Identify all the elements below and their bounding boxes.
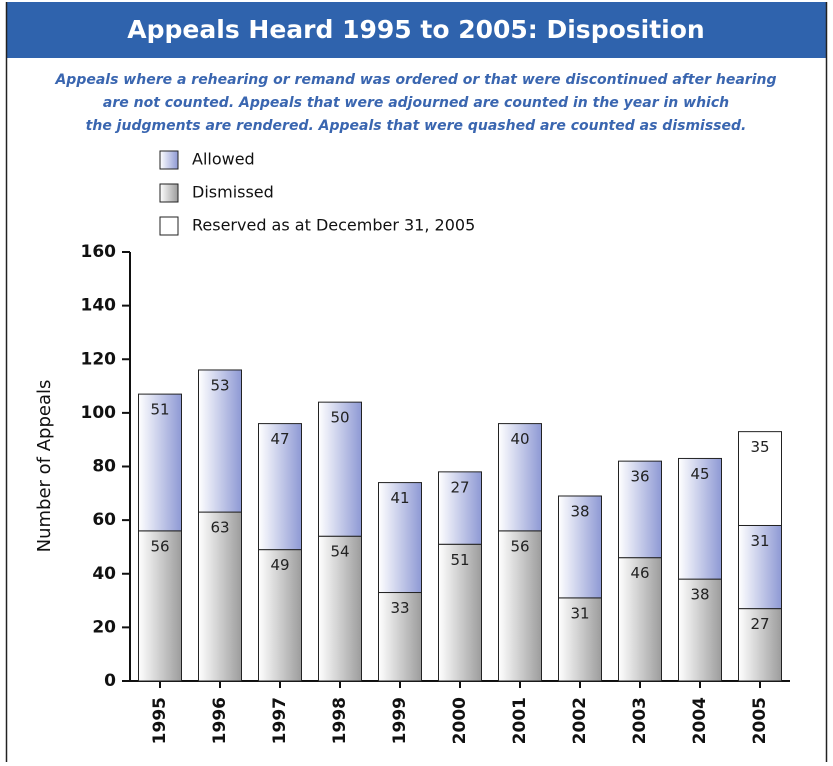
y-tick-label: 0 [104, 671, 116, 691]
value-label: 38 [690, 586, 709, 604]
x-tick-label: 1995 [150, 697, 170, 744]
value-label: 51 [150, 401, 169, 419]
value-label: 51 [450, 551, 469, 569]
value-label: 47 [270, 430, 289, 448]
bar-segment [198, 369, 242, 513]
subtitle: the judgments are rendered. Appeals that… [86, 118, 747, 134]
legend-label: Dismissed [192, 183, 274, 202]
y-tick-label: 60 [92, 510, 116, 530]
bar-segment [618, 460, 662, 559]
value-label: 56 [150, 537, 169, 555]
bar-segment [438, 543, 482, 682]
subtitle: Appeals where a rehearing or remand was … [54, 72, 776, 88]
bar-segment [678, 578, 722, 682]
value-label: 31 [750, 532, 769, 550]
bar-segment [678, 457, 722, 580]
x-tick-label: 2001 [510, 697, 530, 744]
value-label: 40 [510, 430, 529, 448]
bar-segment [378, 482, 422, 594]
legend-label: Allowed [192, 150, 255, 169]
x-tick-label: 1997 [270, 697, 290, 744]
value-label: 27 [450, 478, 469, 496]
title-banner [6, 2, 827, 58]
value-label: 56 [510, 537, 529, 555]
bar-segment [738, 524, 782, 610]
x-tick-label: 2005 [750, 697, 770, 744]
y-tick-label: 120 [81, 349, 117, 369]
bar-segment [438, 471, 482, 545]
subtitle: are not counted. Appeals that were adjou… [103, 95, 729, 111]
bar-segment [498, 423, 542, 532]
value-label: 63 [210, 519, 229, 537]
value-label: 54 [330, 543, 349, 561]
y-tick-label: 160 [81, 242, 117, 262]
bar-segment [618, 557, 662, 682]
x-tick-label: 2000 [450, 697, 470, 744]
value-label: 49 [270, 556, 289, 574]
value-label: 35 [750, 438, 769, 456]
legend-swatch [159, 216, 179, 236]
x-tick-label: 1996 [210, 697, 230, 744]
bar-segment [738, 608, 782, 682]
y-tick-label: 100 [81, 403, 117, 423]
x-tick-label: 1998 [330, 697, 350, 744]
value-label: 46 [630, 564, 649, 582]
y-axis-label: Number of Appeals [34, 380, 55, 553]
legend-label: Reserved as at December 31, 2005 [192, 216, 475, 235]
legend-swatch [159, 150, 179, 170]
x-tick-label: 2004 [690, 697, 710, 744]
value-label: 38 [570, 502, 589, 520]
value-label: 50 [330, 409, 349, 427]
value-label: 27 [750, 615, 769, 633]
x-tick-label: 2003 [630, 697, 650, 744]
value-label: 31 [570, 604, 589, 622]
bar-segment [318, 535, 362, 682]
bar-segment [138, 393, 182, 532]
value-label: 41 [390, 489, 409, 507]
bar-segment [138, 530, 182, 682]
x-tick-label: 1999 [390, 697, 410, 744]
value-label: 53 [210, 376, 229, 394]
y-tick-label: 80 [92, 457, 116, 477]
value-label: 45 [690, 465, 709, 483]
bar-segment [378, 592, 422, 682]
bar-segment [318, 401, 362, 537]
value-label: 33 [390, 599, 409, 617]
y-tick-label: 20 [92, 617, 116, 637]
bar-segment [258, 423, 302, 551]
bar-segment [738, 431, 782, 526]
bar-segment [258, 549, 302, 682]
value-label: 36 [630, 468, 649, 486]
y-tick-label: 140 [81, 296, 117, 316]
chart-title: Appeals Heard 1995 to 2005: Disposition [127, 15, 704, 44]
legend-swatch [159, 183, 179, 203]
x-tick-label: 2002 [570, 697, 590, 744]
bar-segment [558, 495, 602, 599]
y-tick-label: 40 [92, 564, 116, 584]
bar-segment [198, 511, 242, 682]
